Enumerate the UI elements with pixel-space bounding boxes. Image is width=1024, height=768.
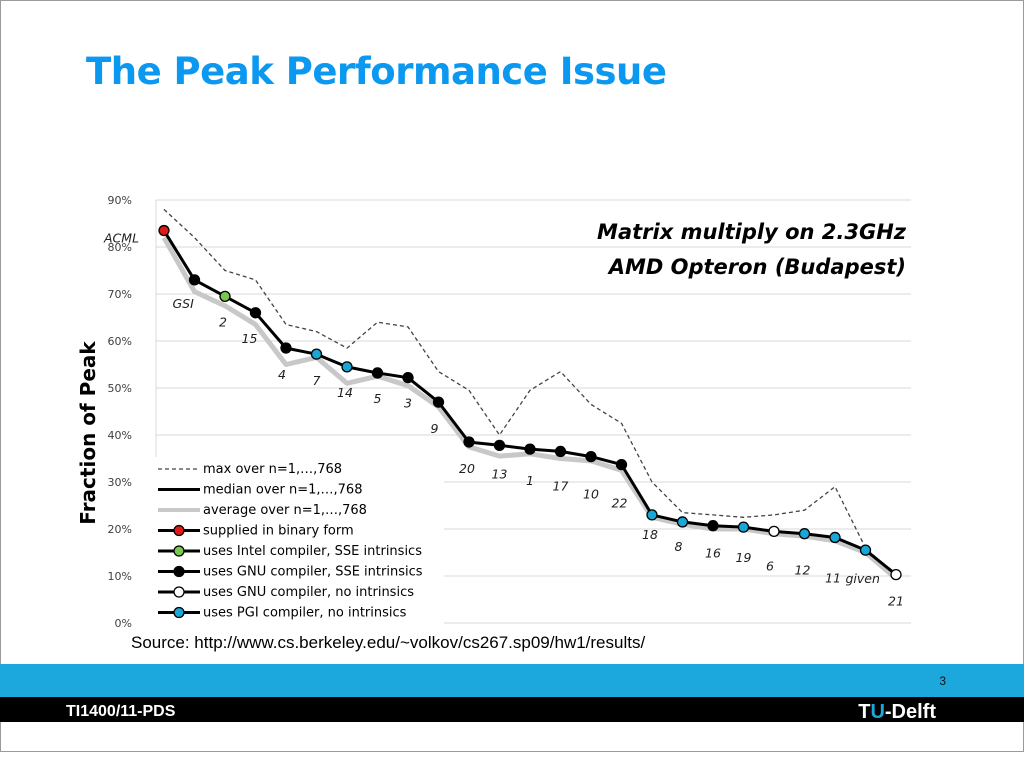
- legend-label: max over n=1,…,768: [203, 462, 342, 477]
- point-label: 18: [642, 527, 658, 542]
- data-point-marker: [402, 372, 414, 384]
- legend-marker: [173, 565, 185, 578]
- point-label: GSI: [173, 296, 195, 311]
- legend-label: average over n=1,…,768: [203, 503, 367, 518]
- logo-part-delft: -Delft: [884, 701, 936, 723]
- legend-label: uses GNU compiler, no intrinsics: [203, 585, 414, 600]
- point-label: given: [846, 571, 880, 586]
- point-label: 22: [612, 496, 628, 511]
- data-point-marker: [371, 367, 384, 379]
- y-tick-label: 70%: [108, 288, 132, 301]
- legend-marker: [173, 545, 185, 557]
- data-point-marker: [249, 307, 262, 319]
- legend-label: supplied in binary form: [203, 524, 354, 539]
- data-point-marker: [798, 528, 811, 540]
- y-tick-label: 0%: [115, 617, 132, 630]
- performance-chart: 0% 10% 20% 30% 40% 50% 60% 70% 80% 90% Fraction o…: [76, 194, 911, 630]
- data-point-marker: [310, 348, 323, 360]
- y-tick-label: 30%: [108, 476, 132, 489]
- footer-bar: [0, 697, 1024, 722]
- point-label: 2: [219, 314, 227, 329]
- data-point-marker: [859, 544, 872, 556]
- legend-marker: [173, 606, 185, 619]
- data-point-marker: [158, 224, 170, 237]
- data-point-marker: [432, 396, 445, 408]
- data-point-marker: [219, 290, 231, 302]
- series-line-max: [163, 208, 897, 577]
- chart-title-line-1: Matrix multiply on 2.3GHz: [597, 220, 907, 244]
- point-label: ACML: [103, 231, 139, 246]
- chart-title: Matrix multiply on 2.3GHz AMD Opteron (B…: [597, 220, 907, 279]
- legend: max over n=1,…,768 median over n=1,…,768 a…: [154, 457, 444, 625]
- data-point-marker: [707, 520, 719, 532]
- legend-label: uses PGI compiler, no intrinsics: [203, 606, 407, 621]
- y-tick-label: 60%: [108, 335, 132, 348]
- data-point-marker: [188, 274, 201, 286]
- course-code: TI1400/11-PDS: [66, 703, 176, 720]
- legend-label: median over n=1,…,768: [203, 483, 362, 498]
- point-label: 3: [404, 396, 412, 411]
- y-axis-label: Fraction of Peak: [76, 341, 100, 525]
- data-point-marker: [463, 436, 475, 448]
- logo-part-t: T: [858, 701, 871, 723]
- point-label: 6: [766, 558, 774, 573]
- page-number: 3: [939, 674, 946, 688]
- point-label: 1: [526, 473, 534, 488]
- slide-title: The Peak Performance Issue: [86, 50, 667, 93]
- y-tick-label: 50%: [108, 382, 132, 395]
- data-point-marker: [524, 443, 536, 455]
- point-label: 14: [337, 385, 353, 400]
- data-point-marker: [737, 521, 750, 533]
- point-label: 17: [553, 478, 569, 493]
- data-markers: [158, 224, 902, 581]
- data-point-marker: [676, 516, 689, 528]
- data-point-marker: [341, 361, 353, 373]
- data-point-marker: [585, 450, 597, 463]
- point-label: 12: [795, 563, 811, 578]
- point-label: 4: [278, 367, 286, 382]
- footer-accent-band: [0, 664, 1024, 697]
- legend-label: uses Intel compiler, SSE intrinsics: [203, 544, 422, 559]
- point-label: 9: [431, 421, 439, 436]
- point-label: 19: [736, 550, 752, 565]
- data-point-marker: [554, 445, 567, 458]
- y-tick-label: 10%: [108, 570, 132, 583]
- y-tick-label: 40%: [108, 429, 132, 442]
- data-point-marker: [615, 458, 628, 471]
- point-label: 15: [242, 331, 258, 346]
- point-labels: ACML GSI 2 15 4 7 14 5 3 9 20 13 1 17 10 22 18 8 16 19 6 12 11…: [103, 231, 904, 609]
- point-label: 5: [374, 391, 382, 406]
- source-citation: Source: http://www.cs.berkeley.edu/~volk…: [131, 633, 646, 652]
- data-point-marker: [768, 525, 780, 538]
- point-label: 21: [888, 594, 904, 609]
- legend-background: [154, 457, 444, 625]
- y-tick-label: 20%: [108, 523, 132, 536]
- logo-part-u: U: [870, 701, 885, 723]
- data-point-marker: [493, 439, 506, 451]
- data-point-marker: [280, 342, 292, 354]
- legend-label: uses GNU compiler, SSE intrinsics: [203, 565, 423, 580]
- y-tick-label: 80%: [108, 241, 132, 254]
- point-label: 20: [459, 461, 475, 476]
- chart-title-line-2: AMD Opteron (Budapest): [607, 255, 906, 279]
- tu-delft-logo: TU-Delft: [858, 701, 936, 724]
- data-point-marker: [890, 568, 902, 581]
- point-label: 8: [675, 539, 683, 554]
- y-tick-label: 90%: [108, 194, 132, 207]
- legend-marker: [173, 586, 185, 598]
- point-label: 13: [492, 466, 508, 481]
- data-point-marker: [646, 509, 658, 521]
- point-label: 16: [705, 546, 721, 561]
- data-point-marker: [829, 531, 841, 544]
- point-label: 10: [583, 487, 599, 502]
- point-label: 7: [313, 373, 321, 388]
- point-label: 11: [825, 570, 841, 585]
- y-tick-labels: 0% 10% 20% 30% 40% 50% 60% 70% 80% 90%: [108, 194, 132, 630]
- legend-marker: [173, 524, 185, 537]
